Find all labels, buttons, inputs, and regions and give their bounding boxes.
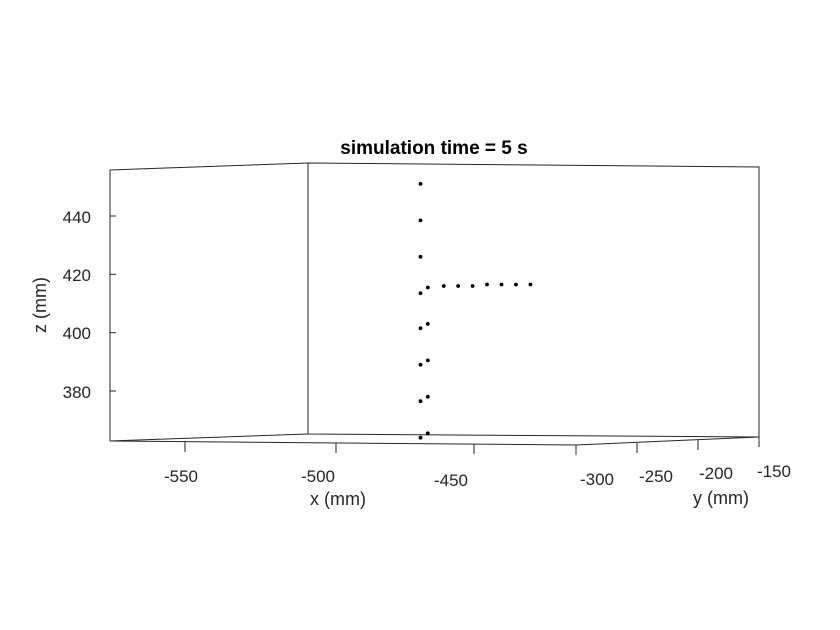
data-point [418,399,423,404]
y-tick-label: -150 [757,462,791,481]
z-tick-label: 400 [63,324,91,343]
data-point [418,291,423,296]
data-point [418,254,423,259]
chart-title: simulation time = 5 s [340,138,527,159]
data-point [425,322,430,326]
data-point [418,218,423,223]
data-point [425,285,430,290]
data-point [441,284,446,288]
data-point [418,326,423,331]
data-point [425,394,430,399]
data-point [528,282,533,287]
data-point [418,182,423,186]
data-point [425,358,430,363]
x-tick-label: -500 [301,467,335,486]
data-point [514,282,518,287]
back-right-pane-outline [307,162,760,438]
back-left-top-edge [109,162,309,171]
y-tick-marks [575,437,760,455]
z-axis-label: z (mm) [30,277,50,333]
data-point [485,282,489,287]
data-point [499,282,504,287]
z-tick-marks [110,215,116,392]
data-point [418,362,423,367]
x-axis-line [109,440,577,446]
y-axis-label: y (mm) [693,488,749,508]
y-tick-label: -250 [639,467,673,486]
x-tick-label: -450 [434,471,468,490]
y-tick-label: -200 [699,464,733,483]
x-tick-label: -550 [164,467,198,486]
x-axis-label: x (mm) [310,489,366,509]
x-tick-marks [184,442,475,454]
z-tick-label: 420 [63,266,91,285]
z-tick-label: 380 [63,383,91,402]
y-axis-line [575,436,760,446]
data-points [418,182,533,440]
data-point [425,431,430,436]
y-tick-label: -300 [580,470,614,489]
z-tick-label: 440 [63,208,91,227]
axes-box [109,162,760,446]
data-point [456,284,460,288]
data-point [418,435,423,440]
floor-left-edge [109,433,309,442]
data-point [470,284,475,288]
